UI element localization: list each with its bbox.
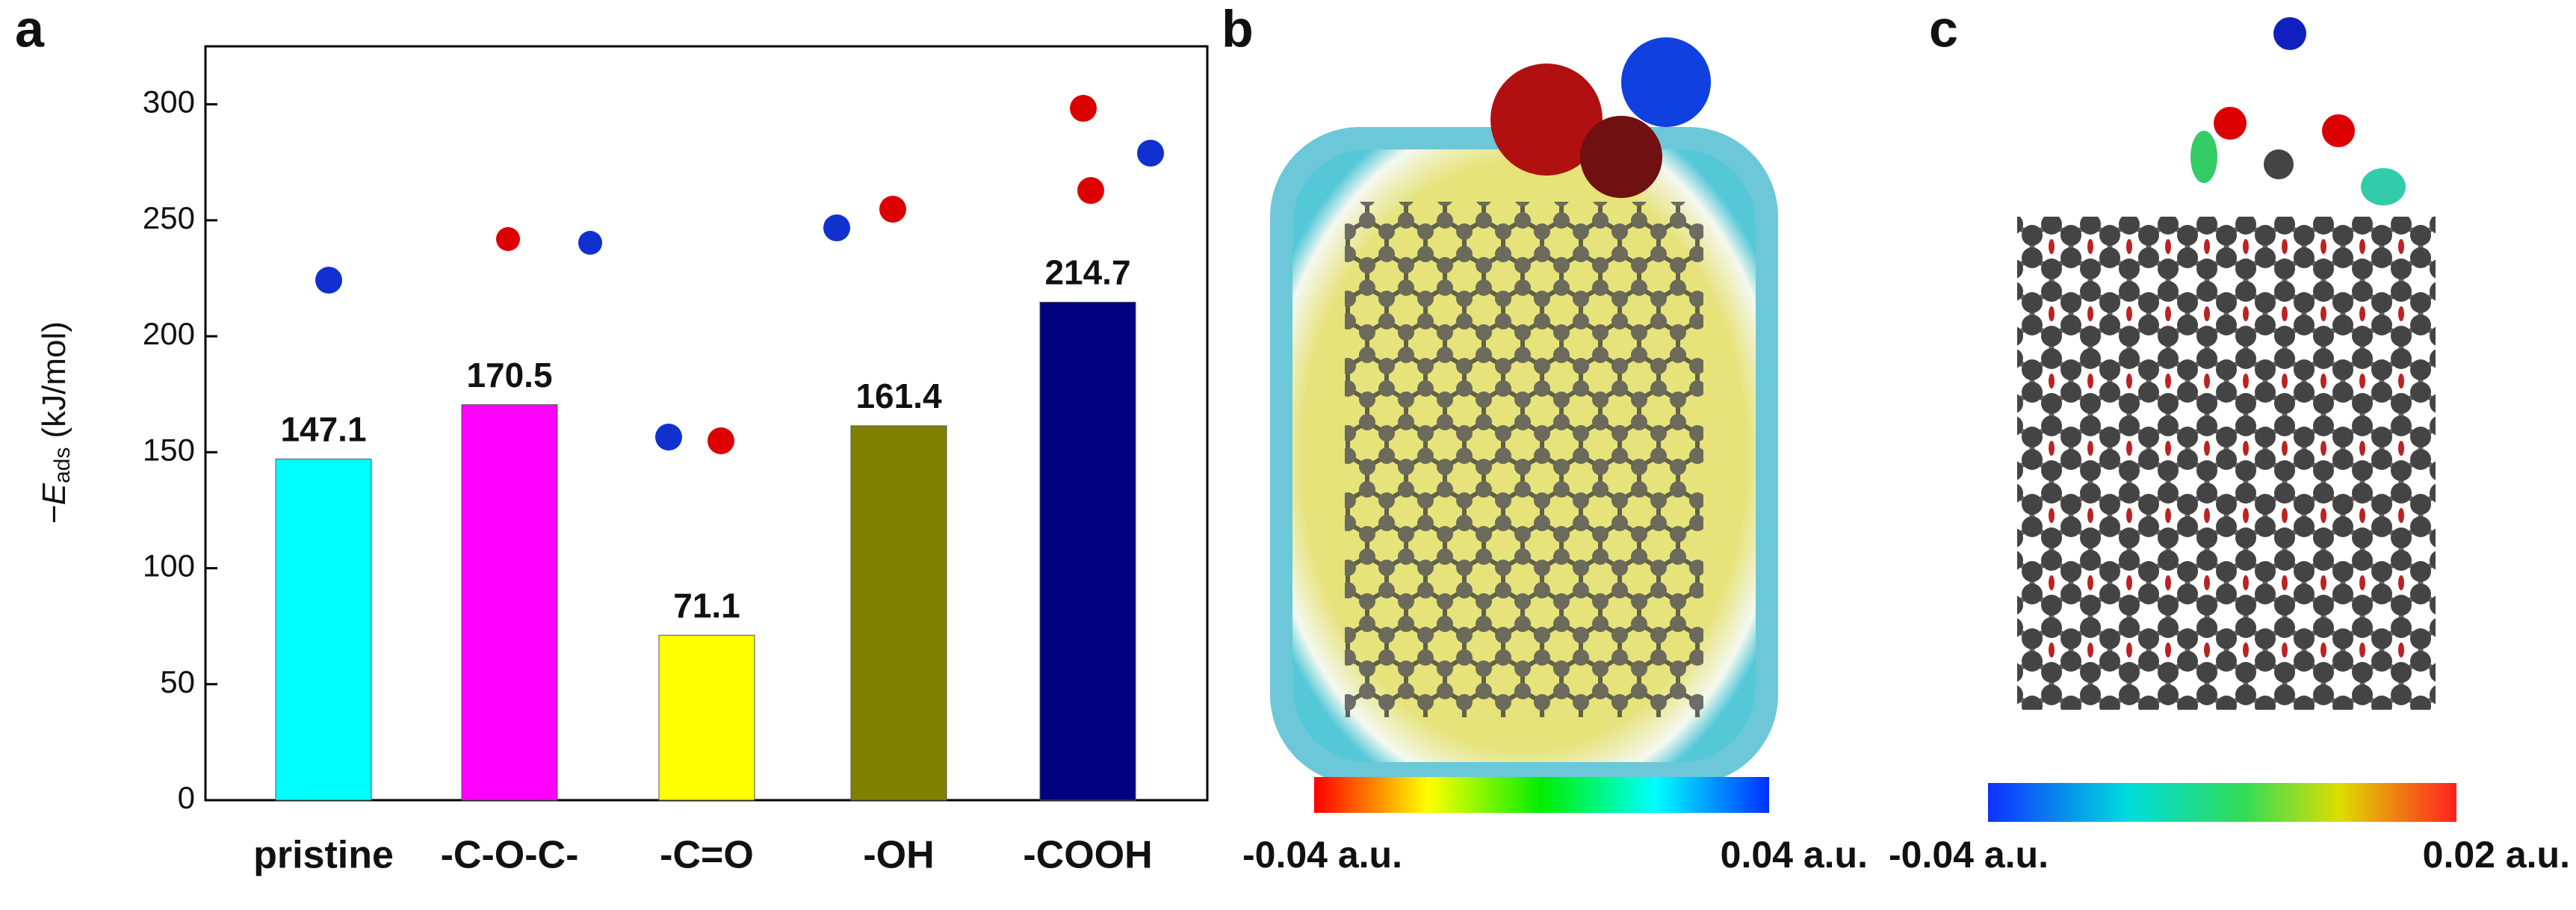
x-tick-label: -OH bbox=[863, 834, 934, 877]
panel-label: a bbox=[15, 0, 45, 58]
y-tick-label: 150 bbox=[143, 432, 195, 467]
y-label-sub: ads bbox=[50, 448, 75, 483]
value-label: 214.7 bbox=[1044, 253, 1130, 292]
y-tick-label: 250 bbox=[143, 200, 195, 235]
panel-label: b bbox=[1222, 0, 1254, 58]
y-tick-label: 100 bbox=[143, 548, 195, 584]
value-label: 170.5 bbox=[466, 356, 552, 394]
bar bbox=[850, 425, 947, 801]
x-tick-label: pristine bbox=[253, 834, 394, 877]
value-label: 71.1 bbox=[673, 586, 740, 625]
bar bbox=[275, 458, 372, 801]
y-axis-label: −Eads (kJ/mol) bbox=[36, 321, 75, 524]
colorbar-max: 0.02 a.u. bbox=[2423, 834, 2570, 876]
nci-map bbox=[2017, 17, 2436, 710]
x-tick-label: -COOH bbox=[1023, 834, 1152, 877]
x-tick-label: -C=O bbox=[660, 834, 754, 877]
colorbar bbox=[1314, 777, 1769, 813]
y-tick-label: 50 bbox=[160, 664, 195, 699]
bar bbox=[461, 404, 558, 801]
y-tick-label: 0 bbox=[178, 780, 195, 815]
molecule-insets bbox=[315, 95, 1164, 454]
y-label-main: −E bbox=[36, 483, 72, 524]
value-label: 161.4 bbox=[855, 377, 942, 415]
y-label-unit: (kJ/mol) bbox=[36, 321, 72, 438]
esp-map bbox=[1270, 37, 1778, 784]
colorbar-min: -0.04 a.u. bbox=[1889, 834, 2049, 876]
colorbar-min: -0.04 a.u. bbox=[1242, 834, 1402, 876]
y-tick-label: 200 bbox=[143, 316, 195, 351]
colorbar bbox=[1988, 783, 2456, 822]
value-label: 147.1 bbox=[280, 409, 366, 448]
y-tick-label: 300 bbox=[143, 84, 195, 120]
bar bbox=[1039, 301, 1136, 801]
colorbar-max: 0.04 a.u. bbox=[1721, 834, 1868, 876]
x-tick-label: -C-O-C- bbox=[441, 834, 579, 877]
panel-label: c bbox=[1929, 0, 1958, 58]
bar bbox=[658, 634, 755, 801]
